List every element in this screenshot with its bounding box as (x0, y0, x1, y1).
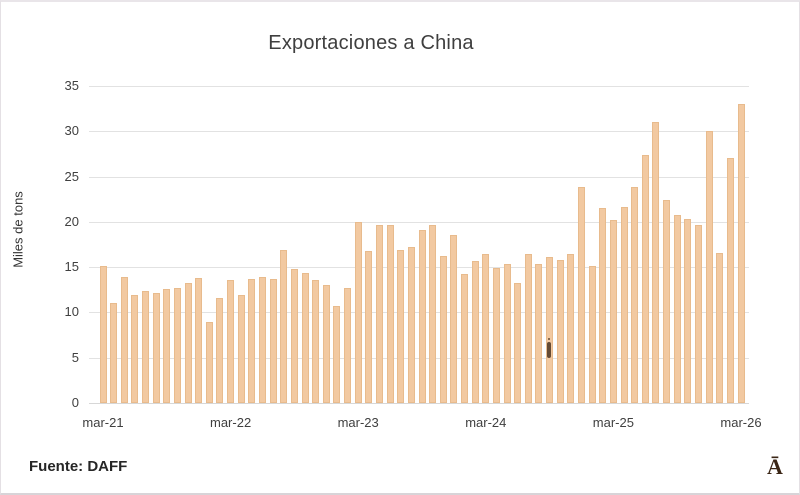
y-tick-label-35: 35 (64, 78, 79, 93)
bar-ago-25 (663, 200, 671, 403)
x-tick-label-mar-26: mar-26 (720, 415, 762, 430)
bar-jun-23 (386, 225, 394, 403)
bar-dic-25 (705, 131, 713, 403)
bar-jul-22 (269, 278, 277, 403)
bar-nov-21 (184, 283, 192, 403)
y-axis-label: Miles de tons (10, 191, 26, 268)
bar-jun-24 (514, 283, 522, 403)
bar-oct-21 (173, 287, 181, 403)
bar-ago-24 (535, 264, 543, 403)
x-tick-label-mar-25: mar-25 (592, 415, 634, 430)
bar-mar-21 (99, 266, 107, 403)
bar-jul-21 (142, 290, 150, 403)
bar-jun-25 (641, 154, 649, 403)
bar-abr-23 (365, 250, 373, 403)
bar-jun-22 (259, 277, 266, 403)
bar-dic-23 (450, 235, 458, 403)
bar-abr-25 (620, 207, 628, 403)
bar-may-23 (375, 225, 383, 403)
ink-smudge-artifact (547, 338, 551, 358)
bar-oct-24 (556, 259, 564, 403)
bar-nov-22 (312, 279, 320, 403)
bar-abr-22 (237, 295, 245, 403)
bar-nov-24 (567, 254, 575, 403)
bar-sep-21 (163, 288, 171, 403)
logo-glyph: Ā (767, 454, 783, 479)
bar-oct-22 (301, 272, 309, 403)
gridline-25 (89, 176, 749, 178)
bar-dic-24 (578, 187, 585, 403)
bar-oct-25 (684, 219, 692, 403)
bar-sep-24 (546, 257, 554, 403)
gridline-0 (89, 403, 749, 404)
bar-feb-23 (344, 287, 352, 403)
bar-feb-26 (726, 157, 734, 403)
bar-feb-24 (471, 260, 479, 403)
bar-abr-21 (110, 303, 118, 403)
y-tick-label-25: 25 (64, 168, 79, 184)
bar-may-22 (248, 278, 256, 403)
source-note: Fuente: DAFF (29, 458, 128, 475)
bar-nov-23 (439, 256, 447, 403)
bar-feb-22 (216, 297, 224, 403)
bar-dic-22 (322, 285, 330, 403)
x-tick-label-mar-23: mar-23 (337, 415, 379, 430)
bar-sep-23 (418, 230, 426, 403)
bar-mar-24 (482, 253, 490, 403)
gridline-35 (89, 86, 749, 87)
bar-mar-25 (609, 220, 617, 403)
bar-sep-25 (673, 214, 681, 403)
bar-may-24 (503, 263, 511, 403)
bar-sep-22 (290, 268, 298, 403)
bar-jul-24 (524, 254, 532, 403)
y-tick-label-30: 30 (64, 123, 79, 139)
bar-mar-22 (227, 279, 235, 403)
bar-mar-26 (737, 104, 745, 403)
x-tick-label-mar-21: mar-21 (82, 415, 124, 430)
bar-jul-23 (397, 249, 405, 403)
bar-ene-26 (716, 252, 724, 403)
bar-may-25 (631, 186, 639, 403)
gridline-30 (89, 131, 749, 133)
bar-nov-25 (694, 225, 702, 403)
bar-jun-21 (131, 295, 139, 403)
bar-ene-25 (588, 266, 596, 403)
bar-mar-23 (354, 221, 362, 403)
bar-oct-23 (429, 224, 437, 403)
bar-ene-24 (461, 274, 469, 403)
bar-ene-23 (333, 306, 341, 403)
x-tick-label-mar-22: mar-22 (210, 415, 252, 430)
y-tick-label-15: 15 (64, 259, 79, 275)
bar-may-21 (120, 277, 128, 403)
bar-ago-23 (407, 247, 415, 403)
bar-dic-21 (195, 278, 203, 403)
y-tick-label-20: 20 (64, 213, 79, 229)
y-tick-label-5: 5 (71, 349, 79, 365)
bar-ene-22 (205, 322, 213, 403)
bar-ago-22 (280, 249, 288, 403)
bar-jul-25 (652, 122, 660, 403)
chart-title: Exportaciones a China (268, 32, 474, 54)
bar-feb-25 (599, 208, 607, 403)
gridline-20 (89, 221, 749, 223)
y-tick-label-0: 0 (71, 395, 79, 410)
x-tick-label-mar-24: mar-24 (465, 415, 507, 430)
y-tick-label-10: 10 (64, 304, 79, 320)
bar-abr-24 (492, 268, 500, 403)
bar-ago-21 (152, 293, 160, 403)
